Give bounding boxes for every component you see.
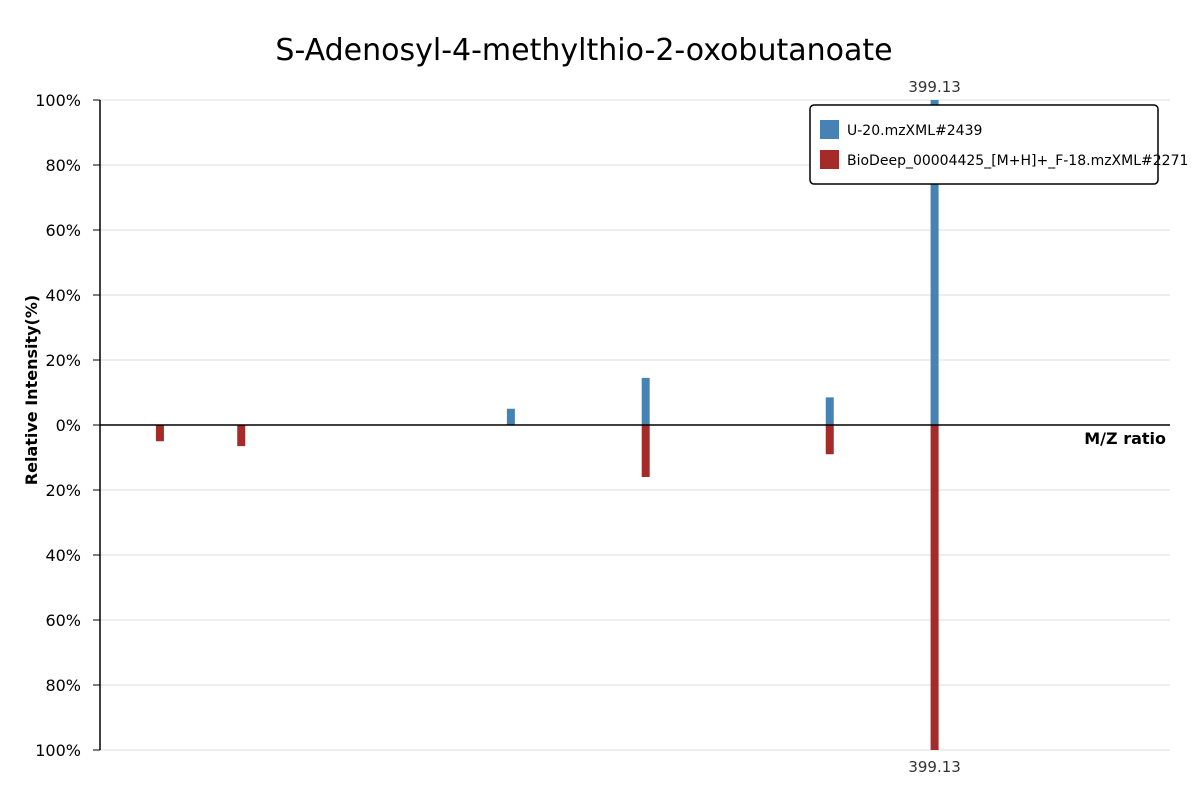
y-tick-label: 100% <box>35 91 81 110</box>
chart-title: S-Adenosyl-4-methylthio-2-oxobutanoate <box>275 33 892 68</box>
peak-labels: 399.13 399.13 <box>908 78 961 776</box>
y-tick-label: 60% <box>45 611 81 630</box>
peak-mz-label: 399.13 <box>908 758 961 776</box>
reference-peak-bar <box>237 425 246 447</box>
legend-box <box>809 104 1159 185</box>
y-tick-label: 80% <box>45 156 81 175</box>
peak-mz-label: 399.13 <box>908 78 961 96</box>
reference-peak-bar <box>641 425 650 477</box>
legend: U-20.mzXML#2439 BioDeep_00004425_[M+H]+_… <box>809 104 1188 185</box>
legend-swatch-reference <box>820 150 839 169</box>
legend-label-query: U-20.mzXML#2439 <box>847 123 982 139</box>
reference-peak-bar <box>825 425 834 455</box>
query-peak-bar <box>825 397 834 425</box>
y-tick-label: 80% <box>45 676 81 695</box>
legend-swatch-query <box>820 120 839 139</box>
y-tick-label: 40% <box>45 546 81 565</box>
y-tick-labels: 100% 80% 60% 40% 20% 0% 20% 40% 60% 80% 100% <box>35 91 81 760</box>
y-tick-label: 100% <box>35 741 81 760</box>
legend-label-reference: BioDeep_00004425_[M+H]+_F-18.mzXML#2271 <box>847 153 1188 169</box>
x-axis-label: M/Z ratio <box>1084 429 1166 448</box>
y-tick-label: 0% <box>56 416 81 435</box>
y-tick-label: 20% <box>45 351 81 370</box>
y-axis-label: Relative Intensity(%) <box>22 295 41 485</box>
reference-peak-bar <box>155 425 164 442</box>
query-peak-bar <box>641 377 650 425</box>
query-peak-bar <box>506 408 515 425</box>
peak-bars <box>155 100 939 750</box>
axes <box>99 100 1170 750</box>
grid-lines <box>93 99 1170 751</box>
query-peak-bar <box>930 100 939 425</box>
reference-peak-bar <box>930 425 939 750</box>
y-tick-label: 20% <box>45 481 81 500</box>
y-tick-label: 40% <box>45 286 81 305</box>
y-tick-label: 60% <box>45 221 81 240</box>
